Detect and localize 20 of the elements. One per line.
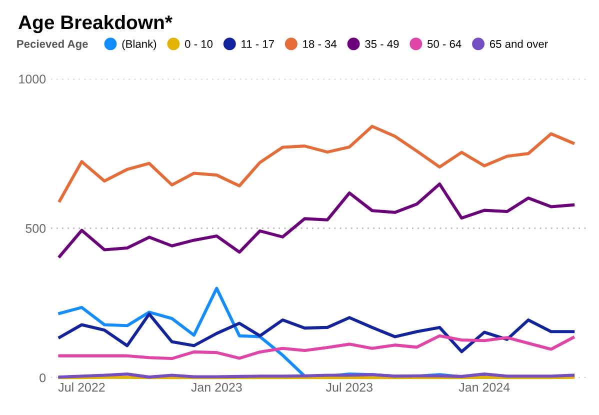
legend-title: Pecieved Age [17,40,88,50]
legend-label: 65 and over [490,40,548,48]
legend-label: 18 - 34 [303,40,337,48]
x-tick-label: Jan 2024 [458,382,510,392]
line-series [58,312,575,354]
x-tick-label: Jul 2022 [58,382,105,392]
y-tick-label: 500 [26,224,46,233]
x-tick-label: Jan 2023 [191,382,242,392]
legend-label: 11 - 17 [242,40,274,48]
line-series [58,124,575,202]
legend-label: (Blank) [122,40,156,50]
y-tick-label: 0 [40,373,46,382]
y-tick-label: 1000 [19,74,46,84]
legend-label: 0 - 10 [185,40,213,48]
legend-label: 50 - 64 [427,40,462,48]
x-tick-label: Jul 2023 [326,382,372,392]
line-series [58,182,575,258]
line-series [58,334,575,360]
legend-label: 35 - 49 [365,40,399,48]
chart-title: Age Breakdown* [18,14,172,34]
